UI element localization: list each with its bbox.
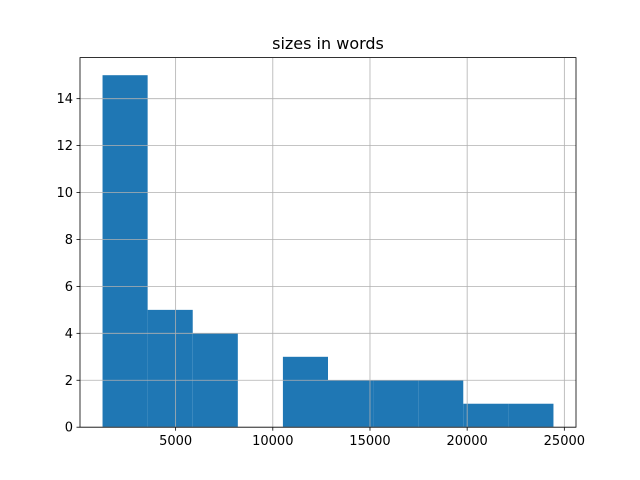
bar — [373, 380, 419, 428]
y-tick-label: 8 — [65, 233, 73, 248]
y-tick-label: 10 — [56, 186, 73, 201]
bar — [102, 75, 148, 428]
bar — [508, 403, 554, 428]
y-tick-label: 14 — [56, 92, 73, 107]
y-tick-label: 6 — [65, 280, 73, 295]
x-tick-label: 10000 — [252, 434, 293, 449]
bar — [328, 380, 374, 428]
y-tick-label: 12 — [56, 139, 73, 154]
x-tick-label: 25000 — [544, 434, 585, 449]
bar — [282, 356, 328, 428]
x-tick-label: 20000 — [446, 434, 487, 449]
y-tick-label: 4 — [65, 327, 73, 342]
plot-frame — [79, 57, 577, 428]
bar — [463, 403, 509, 428]
y-tick-label: 0 — [65, 421, 73, 436]
chart-title: sizes in words — [272, 34, 384, 53]
y-tick-label: 2 — [65, 374, 73, 389]
bar — [418, 380, 464, 428]
bar — [147, 309, 193, 428]
x-tick-label: 15000 — [349, 434, 390, 449]
x-tick-label: 5000 — [159, 434, 192, 449]
